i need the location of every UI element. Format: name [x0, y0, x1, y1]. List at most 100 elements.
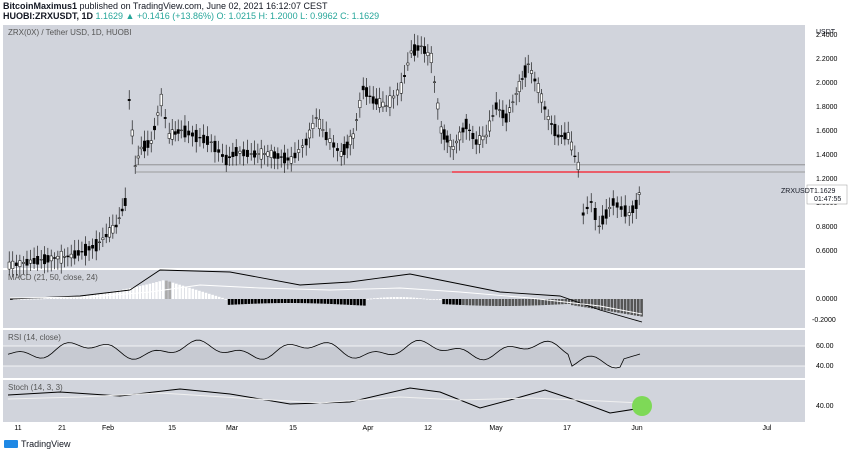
macd-bar [244, 299, 247, 305]
macd-bar [250, 299, 254, 304]
macd-bar [458, 299, 462, 305]
candle [442, 124, 446, 151]
candle [159, 88, 163, 117]
candle [368, 85, 372, 104]
candle [98, 232, 101, 251]
macd-bar [313, 299, 317, 304]
macd-bar [514, 299, 518, 306]
macd-bar [419, 298, 422, 299]
candle [543, 100, 547, 120]
candle [130, 120, 134, 145]
candlestick-series [7, 33, 641, 278]
ohlc-values: 1.1629 ▲ +0.1416 (+13.86%) O: 1.0215 H: … [93, 11, 380, 21]
macd-bar [584, 299, 587, 308]
macd-bar [369, 298, 373, 300]
rsi-tick-60: 60.00 [816, 343, 834, 350]
macd-bar [191, 288, 195, 299]
macd-bar [363, 299, 366, 306]
candle [589, 193, 593, 213]
macd-bar [406, 297, 409, 299]
publish-date: published on TradingView.com, June 02, 2… [77, 1, 328, 11]
candle [36, 245, 40, 271]
macd-bar [168, 281, 171, 299]
candle [324, 121, 328, 146]
macd-bar [534, 299, 538, 306]
macd-bar [498, 299, 501, 306]
macd-bar [468, 299, 472, 306]
candle [253, 140, 256, 165]
y-tick-4: 1.6000 [816, 128, 838, 135]
macd-bar [475, 299, 478, 306]
candle [139, 136, 143, 155]
candle [234, 139, 238, 166]
macd-bar [567, 299, 571, 304]
macd-bar [587, 299, 591, 308]
macd-bar [145, 284, 148, 299]
candle [276, 147, 280, 170]
candle [406, 52, 410, 71]
macd-bar [432, 299, 435, 300]
candle [91, 238, 95, 259]
candle [117, 207, 121, 225]
macd-signal-line [9, 284, 643, 315]
candle [426, 44, 430, 66]
tradingview-logo-icon [4, 440, 18, 448]
macd-bar [280, 299, 284, 304]
macd-bar [161, 280, 165, 299]
macd-bar [204, 292, 208, 299]
candle [445, 130, 449, 153]
candle [73, 240, 77, 265]
candle [308, 122, 311, 149]
candle [403, 64, 406, 84]
macd-bar [260, 299, 264, 304]
candle [461, 122, 465, 143]
macd-bar [293, 299, 297, 304]
candle [556, 125, 560, 146]
candle [266, 144, 270, 167]
macd-bar [521, 299, 525, 306]
candle [546, 109, 550, 131]
candle [601, 205, 605, 230]
candle [634, 193, 638, 219]
macd-bar [353, 299, 356, 306]
macd-bar [531, 299, 534, 306]
macd-bar [488, 299, 492, 306]
candle [511, 94, 515, 113]
candle [416, 35, 420, 58]
candle [25, 250, 29, 275]
candle [249, 142, 253, 161]
candle [464, 114, 468, 140]
stoch-tick-40: 40.00 [816, 403, 834, 410]
macd-bar [211, 294, 214, 299]
candle [563, 122, 567, 146]
macd-bar [231, 299, 234, 305]
candle [314, 108, 318, 128]
candle [451, 139, 455, 160]
candle [206, 126, 209, 153]
candle [381, 91, 385, 112]
rsi-pane-title: RSI (14, close) [8, 333, 61, 342]
candle [136, 145, 140, 165]
candle [550, 115, 553, 135]
macd-bar [46, 298, 49, 299]
candle [504, 104, 508, 132]
symbol-info: HUOBI:ZRXUSDT, 1D 1.1629 ▲ +0.1416 (+13.… [3, 11, 379, 21]
macd-bar [323, 299, 327, 304]
macd-bar [508, 299, 511, 306]
candle [536, 77, 540, 104]
macd-bar [452, 299, 455, 305]
x-tick-1: 21 [58, 425, 66, 432]
macd-bar [613, 299, 617, 313]
x-tick-9: 17 [563, 425, 571, 432]
candle [468, 123, 471, 141]
publisher-name[interactable]: BitcoinMaximus1 [3, 1, 78, 11]
candle [336, 143, 339, 162]
candle [209, 134, 213, 153]
candle [471, 125, 475, 150]
macd-bar [10, 299, 13, 300]
candle [530, 62, 533, 84]
candle [304, 132, 308, 156]
y-axis-unit: USDT [816, 29, 836, 36]
stoch-pane-title: Stoch (14, 3, 3) [8, 383, 63, 392]
